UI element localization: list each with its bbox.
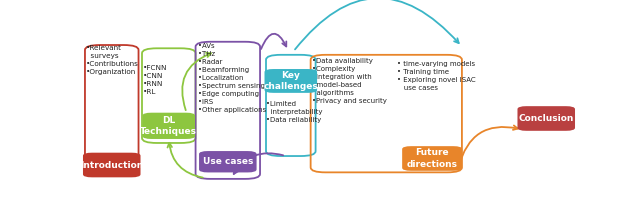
FancyBboxPatch shape (264, 69, 317, 93)
FancyBboxPatch shape (518, 106, 575, 131)
FancyBboxPatch shape (143, 113, 195, 139)
Text: •Limited
  interpretability
•Data reliability: •Limited interpretability •Data reliabil… (266, 100, 323, 123)
Text: Use cases: Use cases (203, 157, 253, 166)
Text: •Relevant
  surveys
•Contributions
•Organization: •Relevant surveys •Contributions •Organi… (86, 45, 139, 75)
Text: •AVs
•THz
•Radar
•Beamforming
•Localization
•Spectrum sensing
•Edge computing
•I: •AVs •THz •Radar •Beamforming •Localizat… (198, 43, 266, 113)
Text: Future
directions: Future directions (406, 148, 458, 169)
Text: •Data availability
•Complexity
•Integration with
  model-based
  algorithms
•Pri: •Data availability •Complexity •Integrat… (312, 58, 387, 104)
FancyBboxPatch shape (199, 151, 257, 172)
FancyBboxPatch shape (83, 153, 141, 177)
Text: • time-varying models
• Training time
• Exploring novel ISAC
   use cases: • time-varying models • Training time • … (397, 61, 476, 91)
Text: DL
Techniques: DL Techniques (140, 116, 197, 136)
Text: •FCNN
•CNN
•RNN
•RL: •FCNN •CNN •RNN •RL (143, 65, 168, 95)
Text: Introduction: Introduction (80, 160, 143, 170)
Text: Conclusion: Conclusion (518, 114, 574, 123)
Text: Key
challenges: Key challenges (264, 71, 318, 91)
FancyBboxPatch shape (402, 146, 462, 171)
